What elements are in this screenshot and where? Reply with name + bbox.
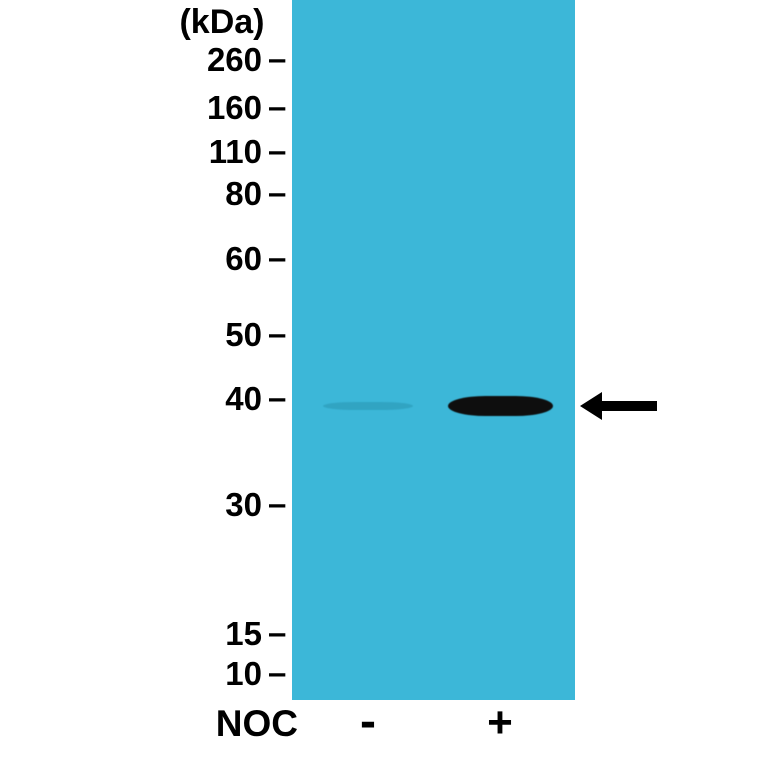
mw-label-260: 260 xyxy=(162,41,262,79)
mw-label-10: 10 xyxy=(162,655,262,693)
mw-tick-15: – xyxy=(268,614,286,652)
mw-tick-50: – xyxy=(268,315,286,353)
western-blot-figure: (kDa) 260–160–110–80–60–50–40–30–15–10– … xyxy=(0,0,764,764)
mw-tick-10: – xyxy=(268,654,286,692)
condition-label-noc: NOC xyxy=(158,703,298,745)
mw-label-80: 80 xyxy=(162,175,262,213)
blot-membrane xyxy=(292,0,575,700)
band-minus-faint-39kda xyxy=(323,402,413,410)
mw-tick-260: – xyxy=(268,40,286,78)
mw-label-110: 110 xyxy=(162,133,262,171)
mw-unit-header: (kDa) xyxy=(162,3,282,42)
mw-tick-60: – xyxy=(268,239,286,277)
band-plus-band-39kda xyxy=(448,396,553,416)
mw-tick-160: – xyxy=(268,88,286,126)
mw-tick-40: – xyxy=(268,379,286,417)
lane-mark-plus: + xyxy=(470,698,530,748)
mw-label-30: 30 xyxy=(162,486,262,524)
mw-tick-30: – xyxy=(268,485,286,523)
lane-mark-minus: - xyxy=(338,694,398,749)
mw-label-160: 160 xyxy=(162,89,262,127)
mw-label-15: 15 xyxy=(162,615,262,653)
mw-label-40: 40 xyxy=(162,380,262,418)
mw-tick-110: – xyxy=(268,132,286,170)
mw-label-50: 50 xyxy=(162,316,262,354)
band-arrow-indicator xyxy=(580,392,657,420)
mw-tick-80: – xyxy=(268,174,286,212)
mw-label-60: 60 xyxy=(162,240,262,278)
